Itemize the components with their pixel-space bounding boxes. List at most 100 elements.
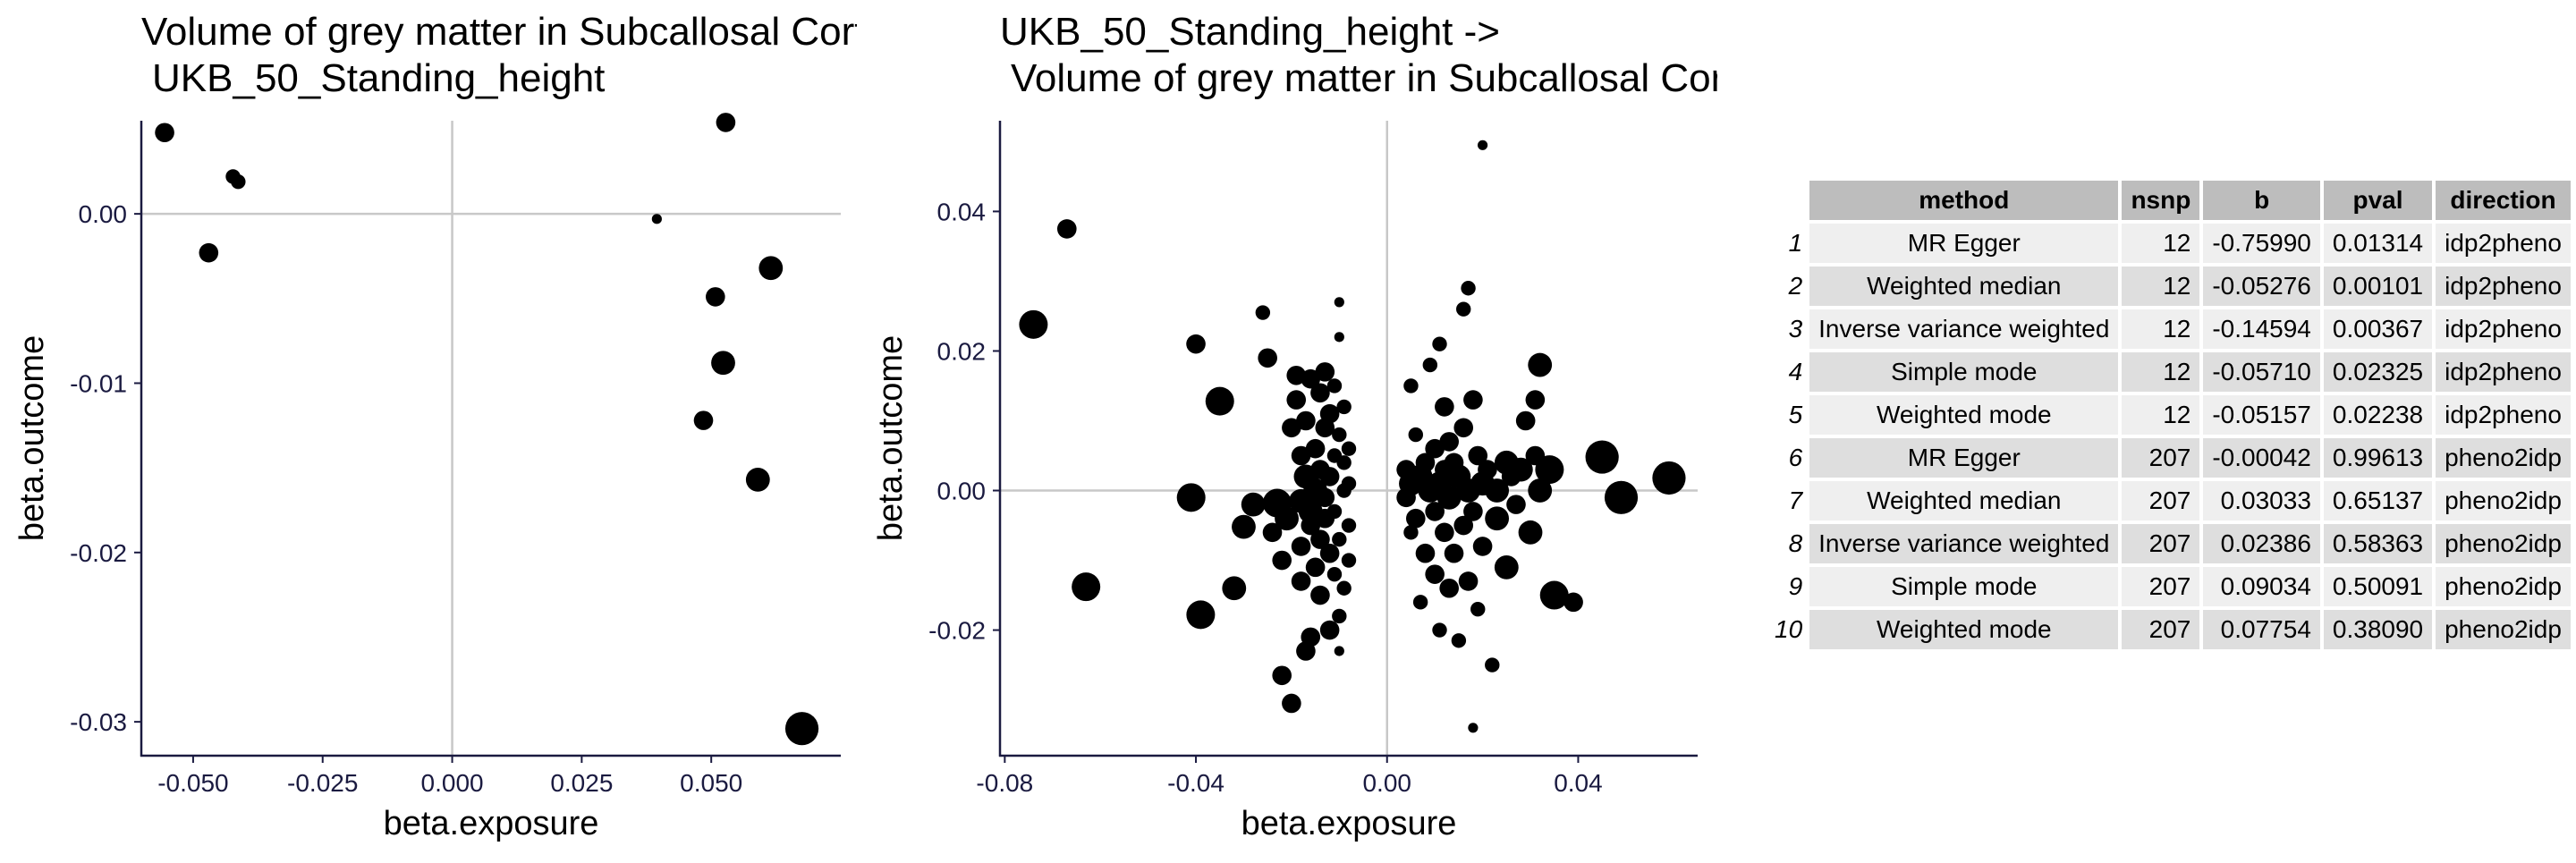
table-cell-nsnp: 207: [2122, 567, 2200, 606]
data-point: [1468, 723, 1479, 733]
table-row: 8 Inverse variance weighted 207 0.02386 0.58…: [1766, 524, 2571, 563]
data-point: [1334, 332, 1344, 343]
data-point: [1463, 502, 1483, 521]
x-tick-label: 0.025: [550, 769, 613, 797]
data-point: [1205, 386, 1234, 416]
data-point: [1341, 441, 1357, 456]
data-point: [1463, 390, 1483, 410]
data-point: [1456, 301, 1471, 317]
data-points: [1019, 140, 1686, 733]
table-cell-pval: 0.01314: [2323, 224, 2433, 263]
data-point: [1435, 397, 1454, 417]
data-point: [1525, 390, 1546, 410]
table-cell-nsnp: 207: [2122, 610, 2200, 649]
x-axis-title: beta.exposure: [1241, 805, 1457, 842]
table-cell-direction: pheno2idp: [2436, 567, 2571, 606]
table-cell-direction: pheno2idp: [2436, 438, 2571, 478]
data-point: [1468, 445, 1488, 466]
data-point: [1451, 633, 1467, 648]
table-header-direction: direction: [2436, 181, 2571, 220]
data-point: [1332, 427, 1347, 443]
data-point: [1332, 608, 1347, 624]
table-cell-nsnp: 12: [2122, 309, 2200, 349]
data-point: [1472, 537, 1493, 556]
table-cell-method: Simple mode: [1809, 567, 2119, 606]
data-point: [1332, 531, 1347, 547]
table-cell-pval: 0.58363: [2323, 524, 2433, 563]
data-point: [1408, 427, 1423, 443]
y-tick-label: 0.02: [937, 337, 987, 365]
data-point: [1319, 403, 1340, 424]
data-point: [1485, 506, 1510, 531]
data-point: [1477, 140, 1488, 150]
table-cell-pval: 0.00101: [2323, 267, 2433, 306]
table-cell-pval: 0.65137: [2323, 481, 2433, 520]
data-point: [745, 467, 770, 492]
data-point: [1425, 438, 1445, 459]
data-point: [1415, 453, 1436, 473]
data-point: [1494, 554, 1519, 580]
data-point: [1326, 566, 1343, 582]
table-row: 5 Weighted mode 12 -0.05157 0.02238 idp2pheno: [1766, 395, 2571, 435]
data-point: [1439, 578, 1459, 598]
table-cell-nsnp: 207: [2122, 481, 2200, 520]
y-tick-label: -0.02: [928, 617, 986, 645]
table-cell-method: Inverse variance weighted: [1809, 524, 2119, 563]
data-point: [1453, 418, 1474, 438]
table-cell-pval: 0.50091: [2323, 567, 2433, 606]
table-cell-direction: pheno2idp: [2436, 481, 2571, 520]
table-cell-direction: idp2pheno: [2436, 309, 2571, 349]
data-point: [1539, 580, 1569, 610]
table-cell-b: -0.00042: [2203, 438, 2320, 478]
data-point: [1186, 334, 1206, 354]
data-point: [1515, 410, 1536, 431]
table-cell-nsnp: 12: [2122, 352, 2200, 392]
table-cell-direction: idp2pheno: [2436, 224, 2571, 263]
x-tick-label: 0.000: [421, 769, 484, 797]
data-point: [651, 214, 662, 224]
data-point: [1336, 455, 1352, 470]
data-point: [1019, 309, 1048, 339]
data-point: [1272, 550, 1292, 571]
data-points: [155, 113, 819, 746]
table-cell-b: -0.05157: [2203, 395, 2320, 435]
table-rownum: 9: [1788, 572, 1803, 600]
data-point: [1425, 564, 1445, 584]
data-point: [1604, 480, 1639, 514]
table-rownum: 2: [1788, 272, 1803, 300]
y-axis-title: beta.outcome: [13, 335, 51, 541]
table-cell-pval: 0.00367: [2323, 309, 2433, 349]
data-point: [231, 173, 246, 190]
table-rownum: 8: [1788, 529, 1803, 557]
data-point: [1444, 543, 1464, 563]
data-point: [1563, 592, 1583, 613]
y-tick-label: 0.04: [937, 198, 987, 225]
data-point: [1232, 514, 1256, 539]
results-table-panel: method nsnp b pval direction 1 MR Egger 12…: [1717, 0, 2576, 859]
table-header-nsnp: nsnp: [2122, 181, 2200, 220]
data-point: [199, 242, 219, 263]
table-rownum: 3: [1788, 315, 1803, 343]
table-cell-b: 0.02386: [2203, 524, 2320, 563]
table-row: 3 Inverse variance weighted 12 -0.14594 0.00…: [1766, 309, 2571, 349]
scatter-plot-middle: UKB_50_Standing_height ->Volume of grey …: [872, 10, 1890, 842]
table-cell-method: Weighted median: [1809, 267, 2119, 306]
table-cell-direction: pheno2idp: [2436, 610, 2571, 649]
table-body: 1 MR Egger 12 -0.75990 0.01314 idp2pheno 2 Weig…: [1766, 224, 2571, 649]
data-point: [1291, 445, 1311, 466]
table-row: 1 MR Egger 12 -0.75990 0.01314 idp2pheno: [1766, 224, 2571, 263]
table-rownum: 7: [1788, 486, 1803, 514]
table-row: 9 Simple mode 207 0.09034 0.50091 pheno2idp: [1766, 567, 2571, 606]
data-point: [1255, 305, 1271, 320]
table-rownum-header: [1766, 181, 1806, 220]
data-point: [1405, 508, 1426, 529]
table-row: 2 Weighted median 12 -0.05276 0.00101 idp2phe…: [1766, 267, 2571, 306]
x-axis-title: beta.exposure: [384, 805, 599, 842]
data-point: [1425, 502, 1445, 521]
table-cell-b: 0.03033: [2203, 481, 2320, 520]
data-point: [1222, 576, 1247, 601]
y-tick-label: -0.01: [70, 369, 127, 397]
data-point: [1403, 525, 1419, 540]
data-point: [1458, 571, 1479, 591]
data-point: [1056, 219, 1077, 239]
